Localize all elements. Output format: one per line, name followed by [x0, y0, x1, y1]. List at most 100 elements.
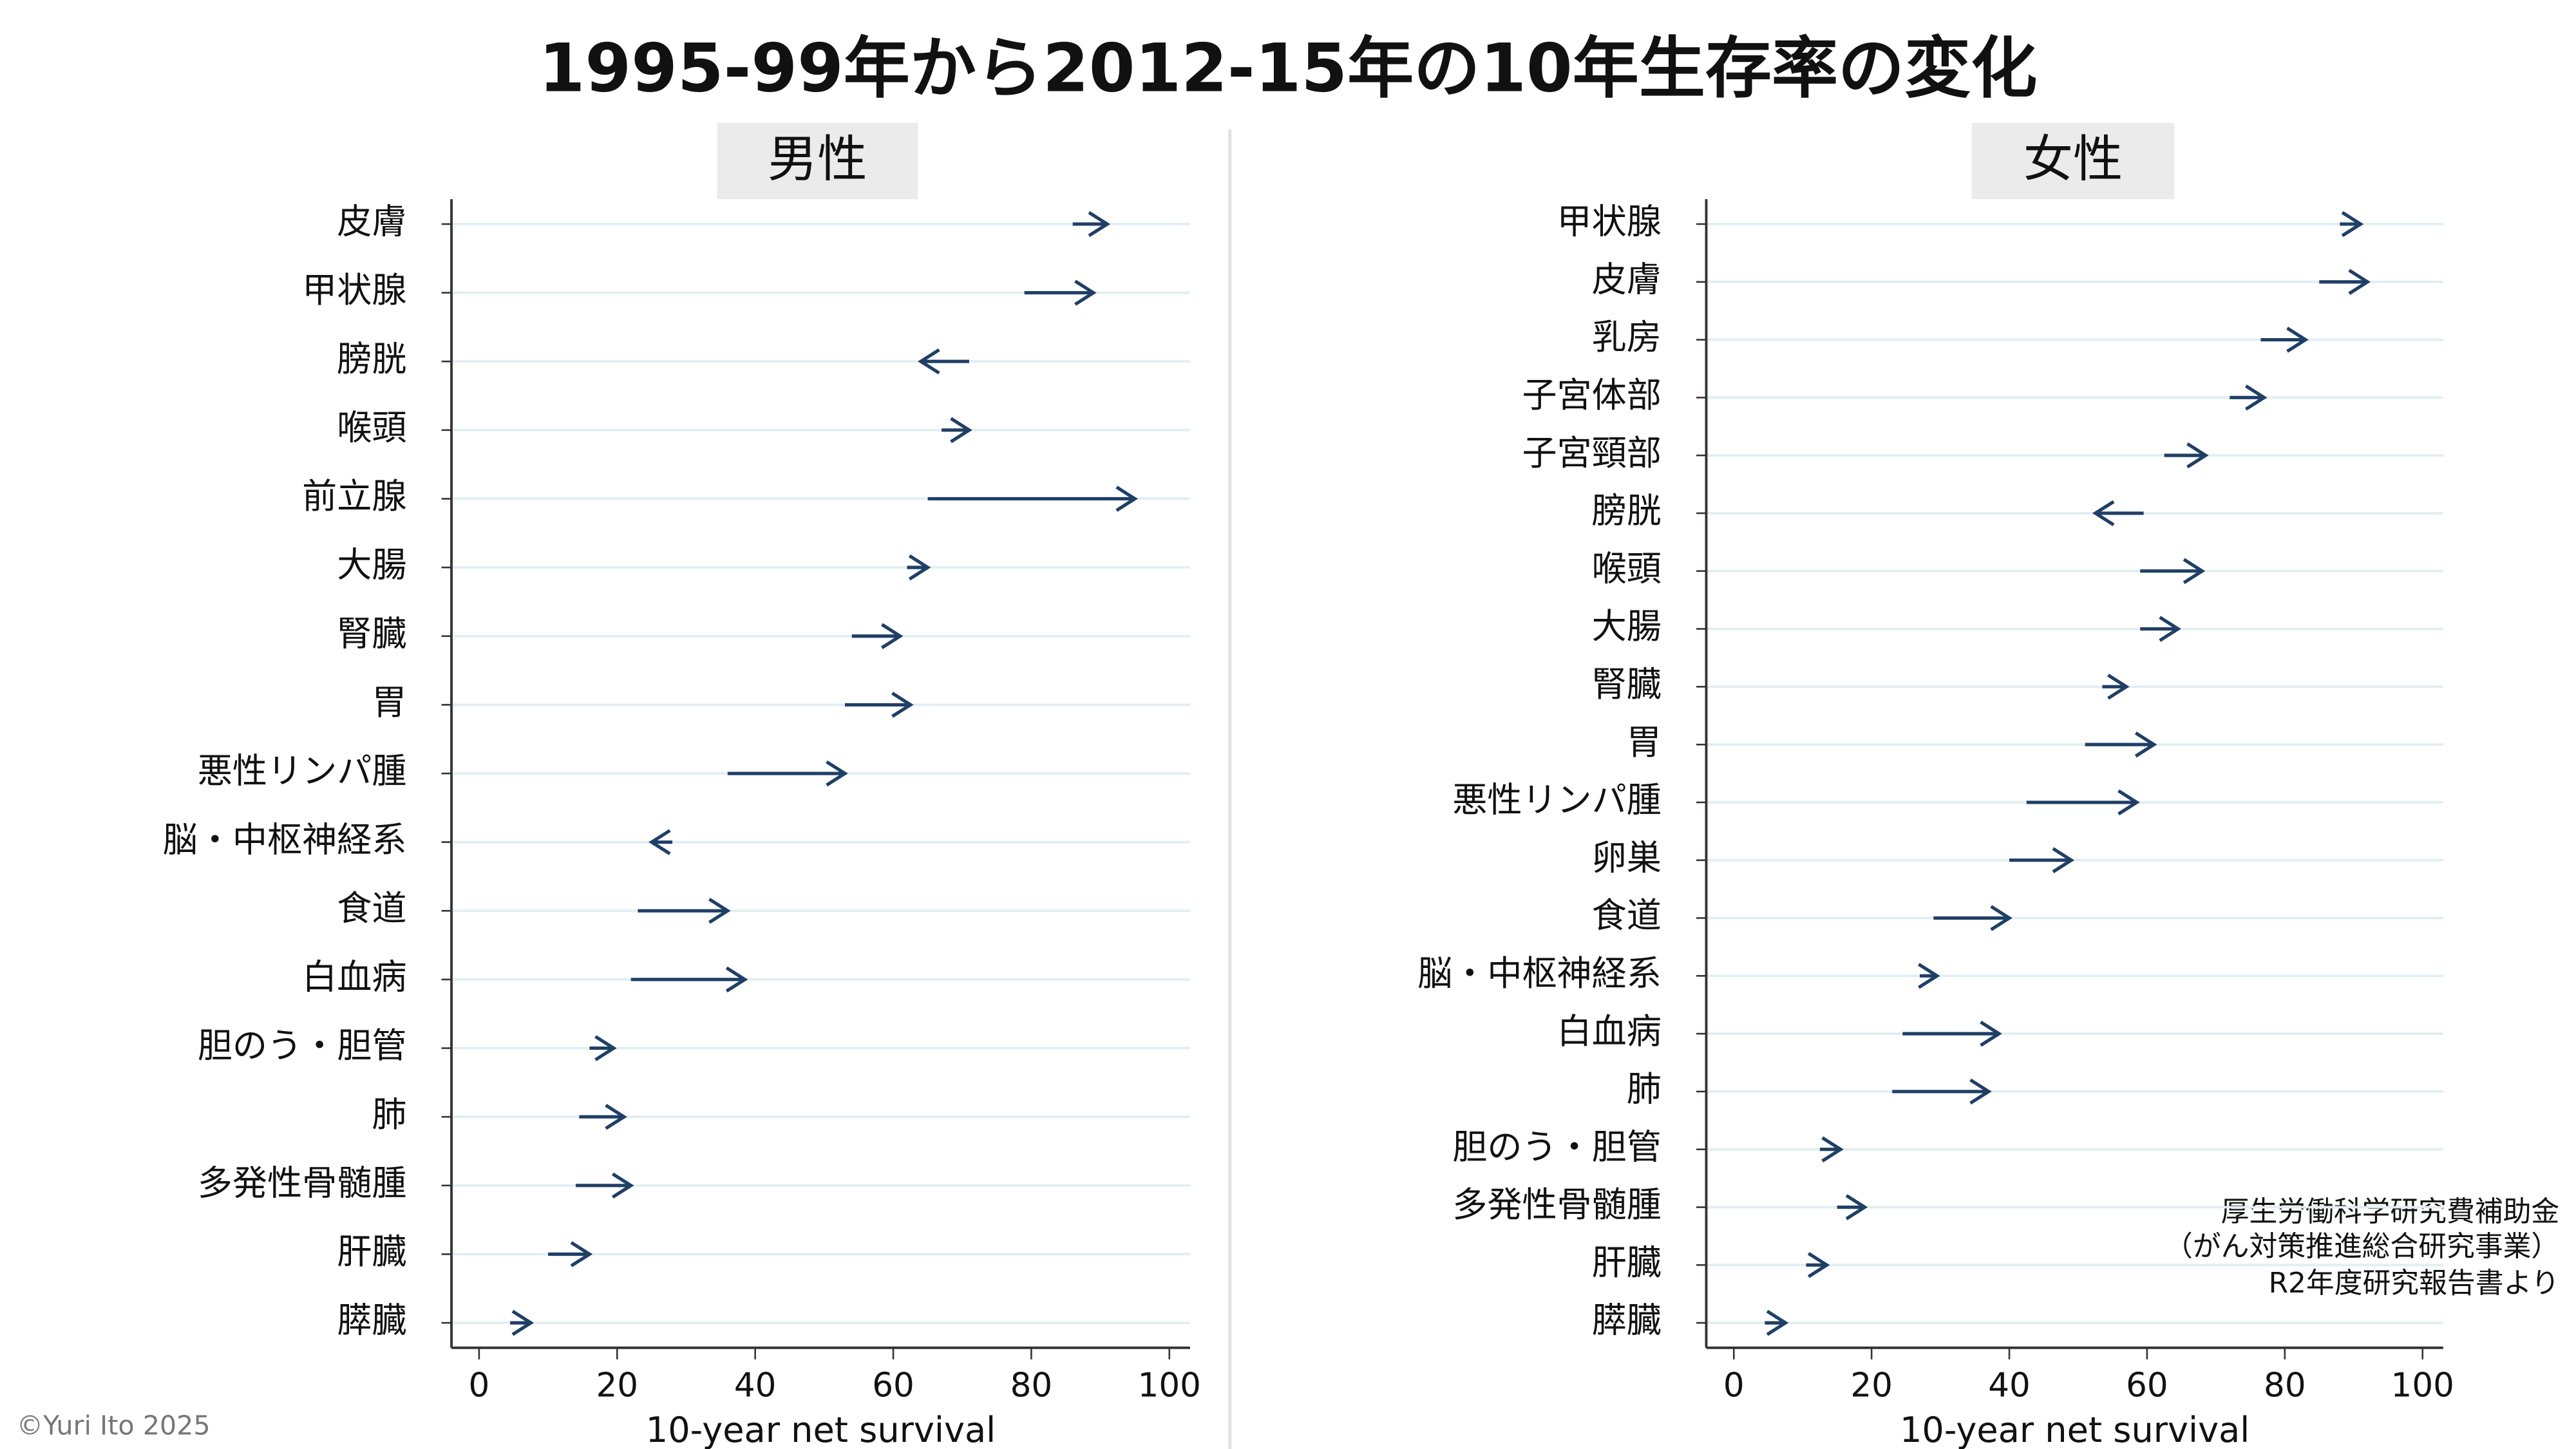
arrow-head	[2052, 847, 2075, 873]
arrow-head	[1821, 1136, 1844, 1162]
panel-title: 男性	[768, 131, 867, 189]
arrow	[638, 898, 731, 924]
arrow	[1024, 279, 1097, 306]
arrow	[589, 1035, 617, 1061]
y-tick-label: 肺	[1627, 1069, 1662, 1110]
arrow-head	[1990, 905, 2012, 931]
x-tick-label: 0	[1723, 1367, 1745, 1405]
y-tick-label: 肺	[372, 1094, 406, 1135]
arrow	[2102, 674, 2130, 700]
y-tick-label: 悪性リンパ腫	[198, 751, 407, 791]
y-tick-label: 皮膚	[1592, 259, 1662, 299]
arrow	[942, 417, 972, 444]
y-tick-label: 脳・中枢神経系	[1417, 953, 1662, 994]
y-tick-label: 膀胱	[337, 339, 406, 379]
y-tick-label: 脳・中枢神経系	[163, 819, 407, 860]
y-tick-label: 肝臓	[337, 1231, 406, 1272]
x-tick-label: 60	[872, 1367, 914, 1405]
y-tick-label: 多発性骨髄腫	[198, 1162, 407, 1203]
arrow-head	[1845, 1194, 1868, 1220]
arrow	[2140, 616, 2181, 642]
y-tick-label: 子宮体部	[1522, 375, 1661, 415]
arrow-head	[2107, 674, 2130, 700]
panel-header	[1971, 122, 2175, 200]
copyright: ©Yuri Ito 2025	[17, 1410, 211, 1441]
arrow	[845, 692, 914, 718]
y-tick-label: 皮膚	[337, 202, 406, 242]
x-tick-label: 20	[1850, 1367, 1893, 1405]
arrow	[548, 1241, 593, 1267]
x-tick-label: 40	[1988, 1367, 2031, 1405]
arrow	[1819, 1136, 1844, 1162]
arrow	[907, 554, 931, 581]
arrow	[1918, 963, 1940, 989]
y-tick-label: 肝臓	[1592, 1242, 1662, 1283]
arrow	[851, 623, 904, 649]
arrow-head	[1115, 486, 1138, 512]
y-tick-label: 喉頭	[337, 407, 406, 448]
note: R2年度研究報告書より	[2269, 1267, 2560, 1300]
arrow	[1837, 1194, 1868, 1220]
arrow-head	[826, 760, 848, 787]
arrow-head	[918, 348, 940, 375]
arrow	[2319, 269, 2371, 295]
arrow-head	[1918, 963, 1940, 989]
arrow-head	[1980, 1020, 2002, 1047]
y-tick-label: 白血病	[302, 957, 406, 998]
panel-header	[717, 122, 918, 200]
y-tick-label: 食道	[1592, 895, 1662, 936]
arrow-head	[908, 554, 931, 581]
arrow-head	[2134, 731, 2157, 758]
y-tick-label: 甲状腺	[1557, 202, 1662, 242]
arrow	[2164, 442, 2209, 469]
arrow	[510, 1309, 535, 1336]
arrow	[2092, 500, 2144, 527]
arrow-head	[881, 623, 904, 649]
arrow	[2340, 211, 2364, 238]
y-tick-label: 多発性骨髄腫	[1452, 1184, 1662, 1225]
arrow	[649, 829, 673, 855]
x-tick-label: 20	[596, 1367, 638, 1405]
note: （がん対策推進総合研究事業）	[2164, 1230, 2559, 1263]
arrow	[2085, 731, 2157, 758]
y-tick-label: 乳房	[1592, 317, 1662, 357]
arrow	[2260, 327, 2309, 353]
arrow-head	[1807, 1252, 1830, 1278]
arrow	[1892, 1078, 1992, 1105]
y-tick-label: 膀胱	[1592, 491, 1662, 531]
y-tick-label: 大腸	[1592, 606, 1662, 647]
arrow	[1765, 1309, 1789, 1336]
arrow-head	[2341, 211, 2364, 238]
x-tick-label: 100	[1138, 1367, 1201, 1405]
x-tick-label: 0	[469, 1367, 490, 1405]
arrow-head	[2286, 327, 2309, 353]
arrow	[727, 760, 848, 787]
x-tick-label: 40	[734, 1367, 777, 1405]
panel-title: 女性	[2023, 131, 2123, 189]
chart-title: 1995-99年から2012-15年の10年生存率の変化	[539, 30, 2038, 108]
arrow	[1072, 211, 1111, 238]
arrow-head	[891, 692, 914, 718]
arrow-head	[2245, 384, 2268, 411]
y-tick-label: 大腸	[337, 545, 406, 585]
arrow-head	[2183, 558, 2206, 584]
y-tick-label: 卵巣	[1592, 837, 1662, 878]
y-tick-label: 胆のう・胆管	[1452, 1126, 1662, 1167]
arrow-head	[2092, 500, 2115, 527]
arrow	[2230, 384, 2268, 411]
arrow-head	[1969, 1078, 1992, 1105]
x-tick-label: 80	[1010, 1367, 1053, 1405]
arrow	[575, 1172, 634, 1199]
arrow	[918, 348, 969, 375]
y-tick-label: 悪性リンパ腫	[1452, 780, 1662, 820]
note: 厚生労働科学研究費補助金	[2221, 1195, 2560, 1228]
arrow	[2009, 847, 2075, 873]
arrow-head	[725, 966, 748, 993]
x-axis-label: 10-year net survival	[646, 1410, 996, 1449]
y-tick-label: 胃	[1627, 722, 1662, 762]
arrow-head	[605, 1103, 627, 1130]
arrow-head	[511, 1309, 535, 1336]
y-tick-label: 白血病	[1557, 1011, 1662, 1052]
y-tick-label: 喉頭	[1592, 548, 1662, 589]
